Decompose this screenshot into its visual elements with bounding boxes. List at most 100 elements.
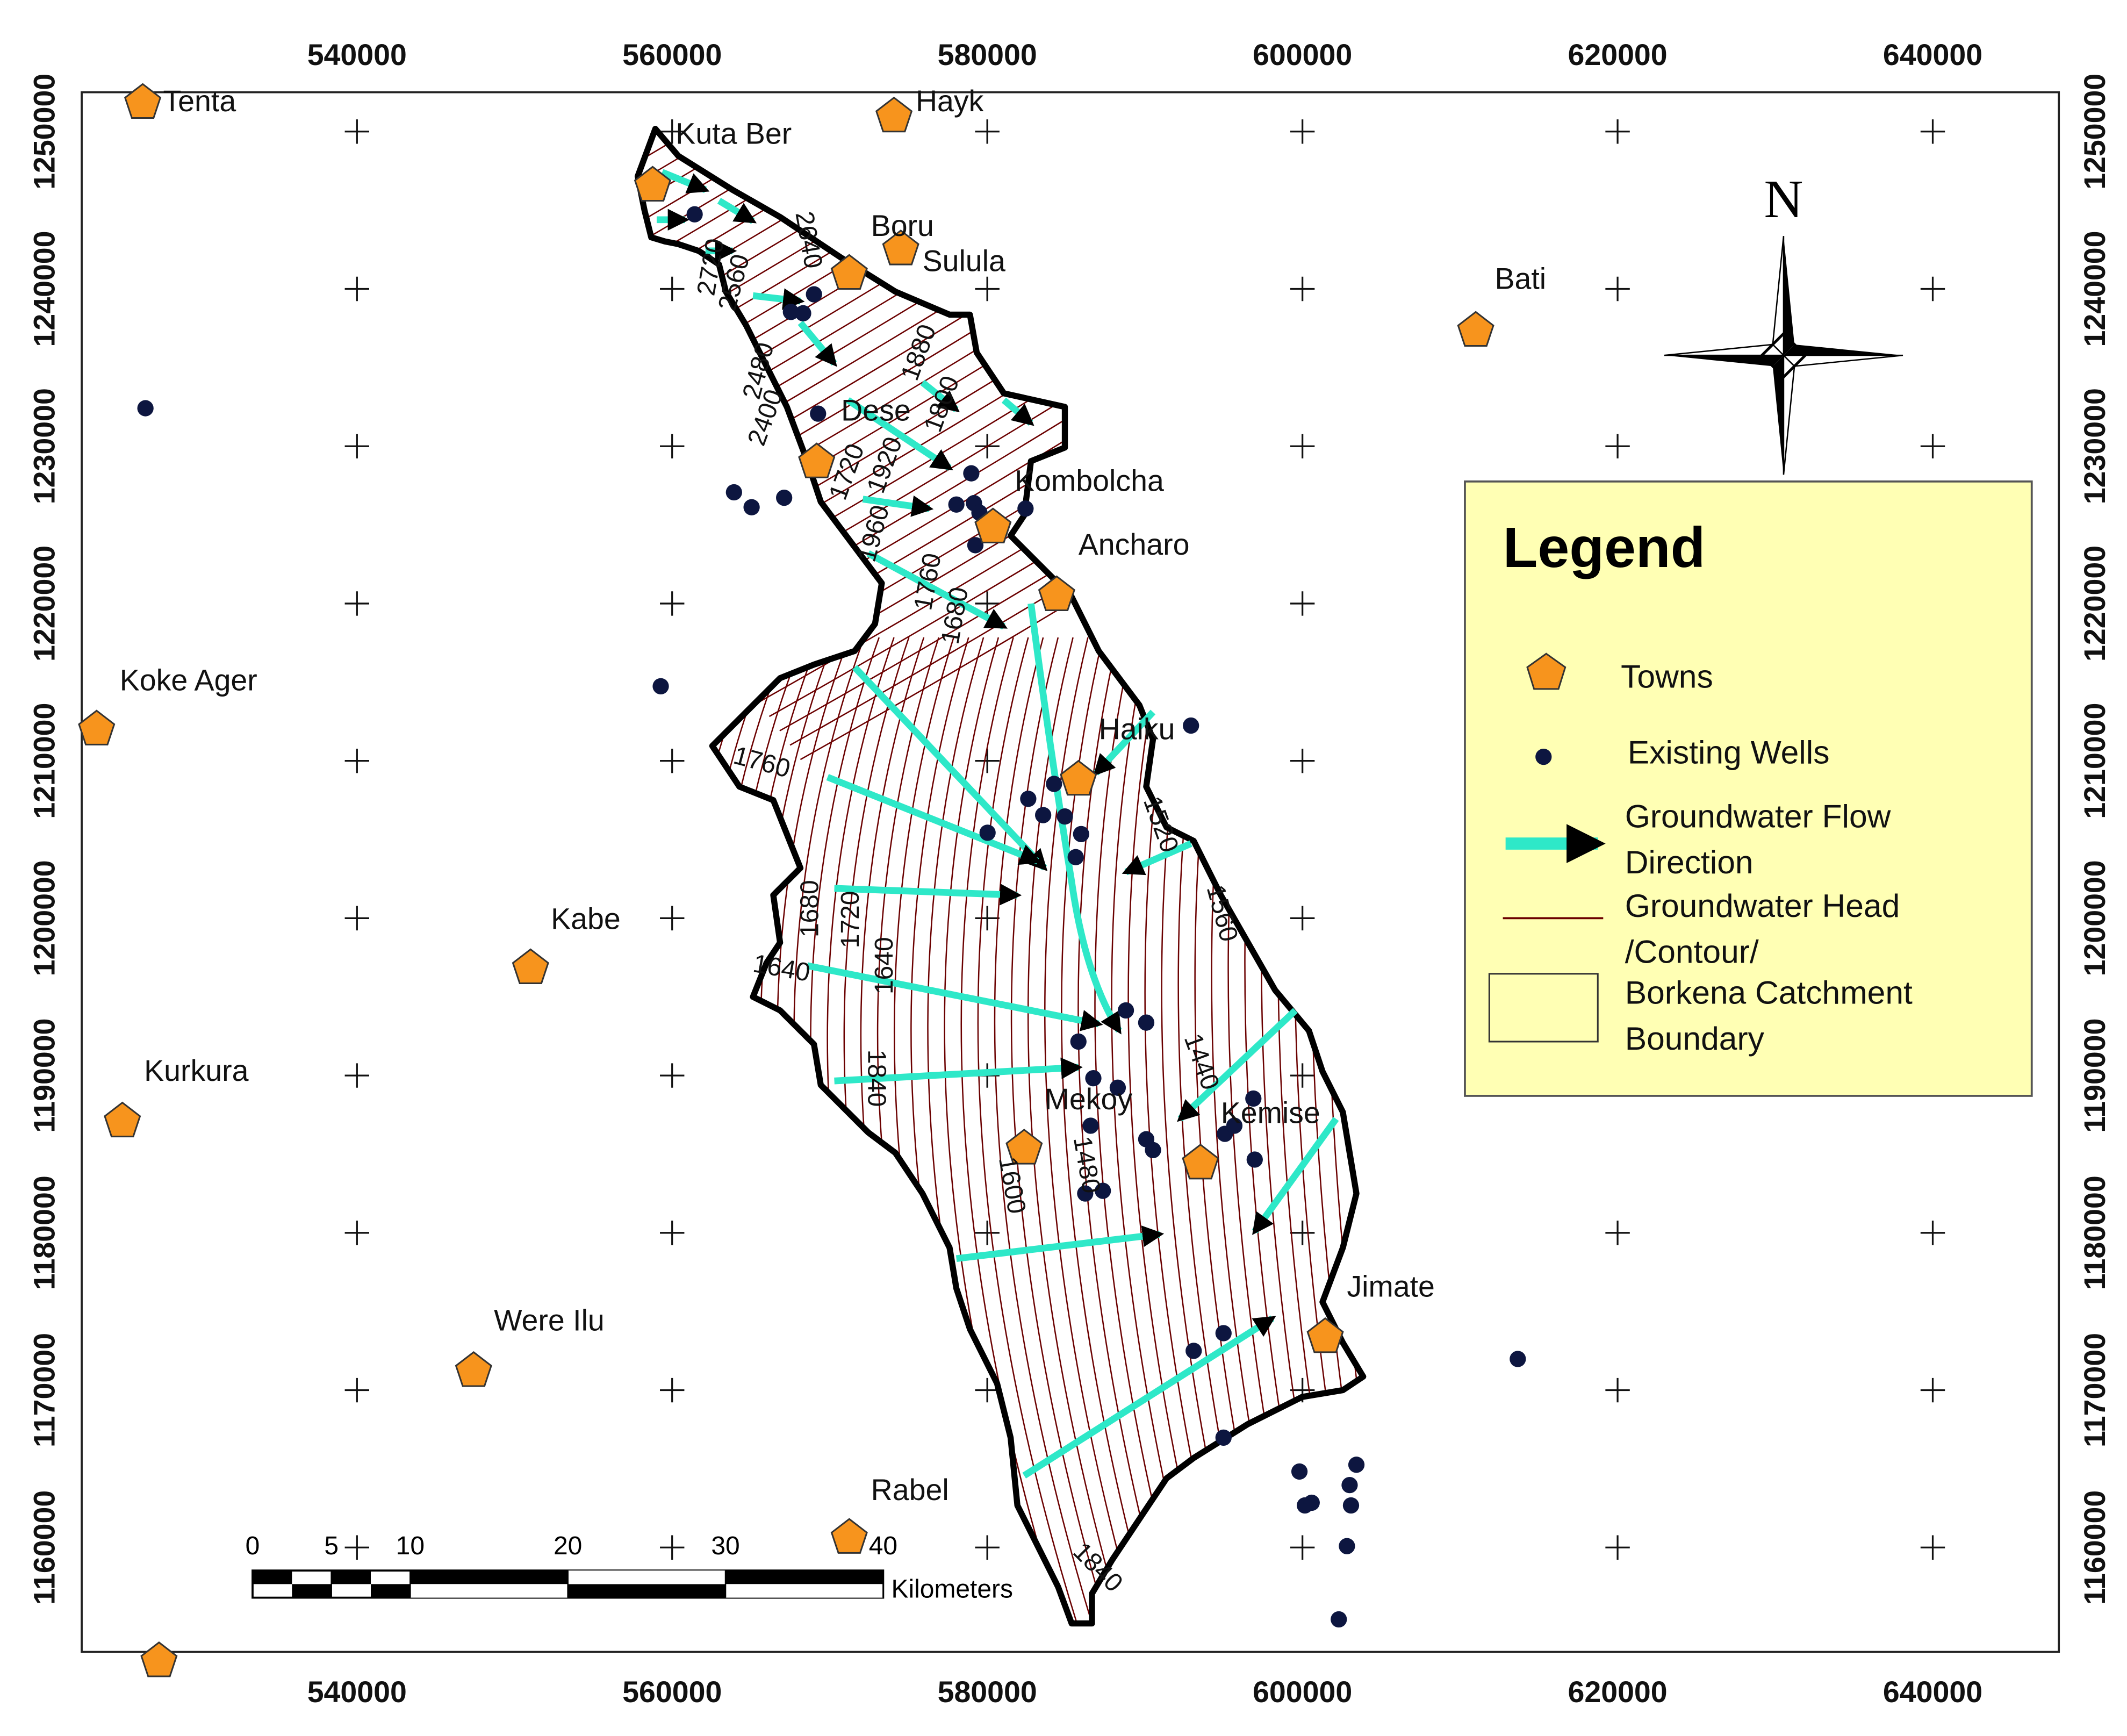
- flow-arrow: [660, 169, 710, 193]
- y-tick-label-left: 1160000: [28, 1490, 61, 1605]
- x-tick-label-top: 600000: [1253, 38, 1352, 71]
- scale-segment: [410, 1570, 568, 1584]
- grid-cross: [975, 1535, 1000, 1560]
- well: [810, 405, 827, 422]
- town-label: Kuta Ber: [676, 117, 792, 150]
- x-tick-label-top: 540000: [307, 38, 407, 71]
- town-label: Rabel: [871, 1473, 949, 1507]
- town-label: Sulula: [923, 245, 1005, 278]
- town-marker: [1005, 1129, 1043, 1165]
- grid-cross: [344, 276, 369, 302]
- town-marker: [1060, 759, 1097, 796]
- town-label: Boru: [871, 209, 934, 242]
- scale-unit: Kilometers: [892, 1575, 1013, 1604]
- grid-cross: [344, 1063, 369, 1088]
- well: [686, 206, 703, 223]
- y-tick-label-right: 1200000: [2078, 860, 2111, 976]
- y-tick-label-left: 1210000: [28, 703, 61, 819]
- well: [1226, 1117, 1243, 1134]
- y-tick-label-left: 1250000: [28, 74, 61, 190]
- legend-well-symbol: [1535, 748, 1552, 765]
- north-arrow: N: [1664, 169, 1903, 475]
- grid-cross: [1290, 276, 1315, 302]
- well: [1138, 1014, 1155, 1031]
- x-tick-label-bottom: 620000: [1568, 1675, 1667, 1709]
- town-label: Kabe: [551, 902, 621, 936]
- scale-segment: [292, 1584, 332, 1598]
- town-label: Mekoy: [1045, 1082, 1133, 1116]
- y-tick-label-left: 1180000: [28, 1175, 61, 1290]
- town-marker: [455, 1351, 492, 1387]
- grid-cross: [1605, 276, 1630, 302]
- y-tick-label-left: 1230000: [28, 388, 61, 504]
- town-label: Kombolcha: [1015, 464, 1164, 497]
- y-tick-label-left: 1170000: [28, 1333, 61, 1447]
- legend-label: Direction: [1625, 844, 1754, 880]
- grid-cross: [1920, 1535, 1945, 1560]
- grid-cross: [344, 434, 369, 458]
- legend-label: /Contour/: [1625, 934, 1759, 970]
- town-label: Kemise: [1221, 1096, 1320, 1129]
- well: [1215, 1429, 1232, 1446]
- town-marker: [798, 442, 836, 478]
- well: [1185, 1343, 1202, 1359]
- scale-label: 10: [396, 1532, 425, 1560]
- town-label: Dese: [841, 393, 911, 427]
- grid-cross: [660, 434, 685, 458]
- grid-cross: [660, 1535, 685, 1560]
- well: [1183, 717, 1199, 734]
- contour-line: [960, 637, 1068, 1624]
- y-tick-label-right: 1240000: [2078, 231, 2111, 347]
- y-tick-label-right: 1190000: [2078, 1018, 2111, 1133]
- well: [967, 537, 984, 554]
- scale-label: 0: [246, 1532, 260, 1560]
- grid-cross: [660, 1378, 685, 1403]
- grid-cross: [344, 906, 369, 931]
- grid-cross: [344, 1378, 369, 1403]
- well: [743, 499, 760, 515]
- catchment-boundary: [634, 126, 1367, 1627]
- scale-bar: 0 5 10 20 30 40 Kilometers: [246, 1532, 1013, 1604]
- grid-cross: [1920, 1221, 1945, 1245]
- scale-segment: [370, 1584, 411, 1598]
- contour-line: [1010, 637, 1113, 1624]
- grid-cross: [1605, 434, 1630, 458]
- town-label: Kurkura: [144, 1054, 248, 1087]
- town-marker: [78, 709, 116, 745]
- town-marker: [124, 83, 162, 119]
- well: [1215, 1325, 1232, 1342]
- grid-cross: [1290, 1535, 1315, 1560]
- flow-arrow: [797, 320, 837, 367]
- x-tick-label-bottom: 600000: [1253, 1675, 1352, 1709]
- flow-arrow: [1177, 1008, 1298, 1122]
- town-label: Tenta: [163, 84, 236, 118]
- legend-label: Borkena Catchment: [1625, 974, 1913, 1010]
- grid-cross: [1920, 1378, 1945, 1403]
- flow-arrow: [862, 495, 934, 517]
- flow-arrow: [866, 550, 1008, 630]
- grid-cross: [975, 119, 1000, 144]
- y-tick-label-right: 1160000: [2078, 1490, 2111, 1605]
- y-tick-label-right: 1230000: [2078, 388, 2111, 504]
- town-label: Were Ilu: [494, 1303, 605, 1337]
- grid-cross: [1290, 748, 1315, 773]
- scale-label: 20: [554, 1532, 582, 1560]
- contour-label: 1840: [863, 1050, 891, 1107]
- town-marker: [830, 1518, 868, 1554]
- well: [1303, 1494, 1320, 1511]
- well: [1339, 1538, 1355, 1554]
- contour-line: [637, 128, 882, 272]
- well: [1348, 1457, 1365, 1473]
- scale-segment: [725, 1570, 883, 1584]
- well: [1035, 807, 1052, 823]
- grid-cross: [975, 276, 1000, 302]
- grid-cross: [344, 748, 369, 773]
- flow-arrow: [1122, 840, 1192, 876]
- well: [782, 304, 799, 320]
- grid-cross: [1290, 434, 1315, 458]
- grid-cross: [1605, 1221, 1630, 1245]
- well: [1073, 826, 1089, 843]
- well: [1342, 1497, 1360, 1514]
- y-tick-label-right: 1210000: [2078, 703, 2111, 819]
- grid-cross: [975, 748, 1000, 773]
